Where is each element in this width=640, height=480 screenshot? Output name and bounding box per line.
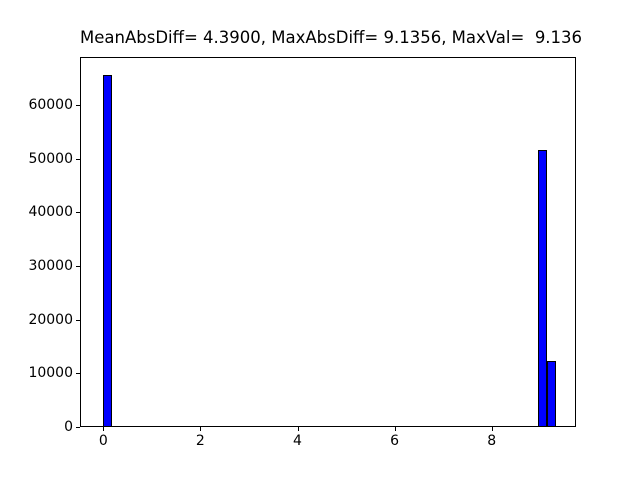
x-axis-tick [297, 427, 299, 431]
y-axis-tick [76, 212, 80, 214]
y-axis-tick-label: 60000 [28, 96, 73, 113]
y-axis-tick-label: 20000 [28, 311, 73, 328]
x-axis-tick-label: 6 [390, 433, 400, 449]
y-axis-tick [76, 265, 80, 267]
x-axis-tick [103, 427, 105, 431]
histogram-bar [537, 150, 547, 427]
x-axis-tick [394, 427, 396, 431]
y-axis-tick [76, 104, 80, 106]
x-axis-tick-label: 0 [98, 433, 108, 449]
y-axis-tick-label: 40000 [28, 204, 73, 221]
x-axis-tick-label: 2 [195, 433, 205, 449]
x-axis-tick [200, 427, 202, 431]
plot-area [80, 57, 576, 427]
histogram-bar [103, 75, 113, 427]
y-axis-tick [76, 373, 80, 375]
y-axis-tick-label: 30000 [28, 257, 73, 274]
y-axis-tick [76, 427, 80, 428]
y-axis-tick-label: 0 [64, 419, 73, 435]
chart-title: MeanAbsDiff= 4.3900, MaxAbsDiff= 9.1356,… [80, 28, 583, 47]
y-axis-tick-label: 50000 [28, 150, 73, 167]
x-axis-tick [491, 427, 493, 431]
x-axis-tick-label: 4 [293, 433, 302, 449]
y-axis-tick [76, 158, 80, 160]
x-axis-tick-label: 8 [487, 433, 497, 449]
histogram-bar [546, 361, 556, 427]
y-axis-tick-label: 10000 [28, 365, 73, 382]
y-axis-tick [76, 319, 80, 321]
